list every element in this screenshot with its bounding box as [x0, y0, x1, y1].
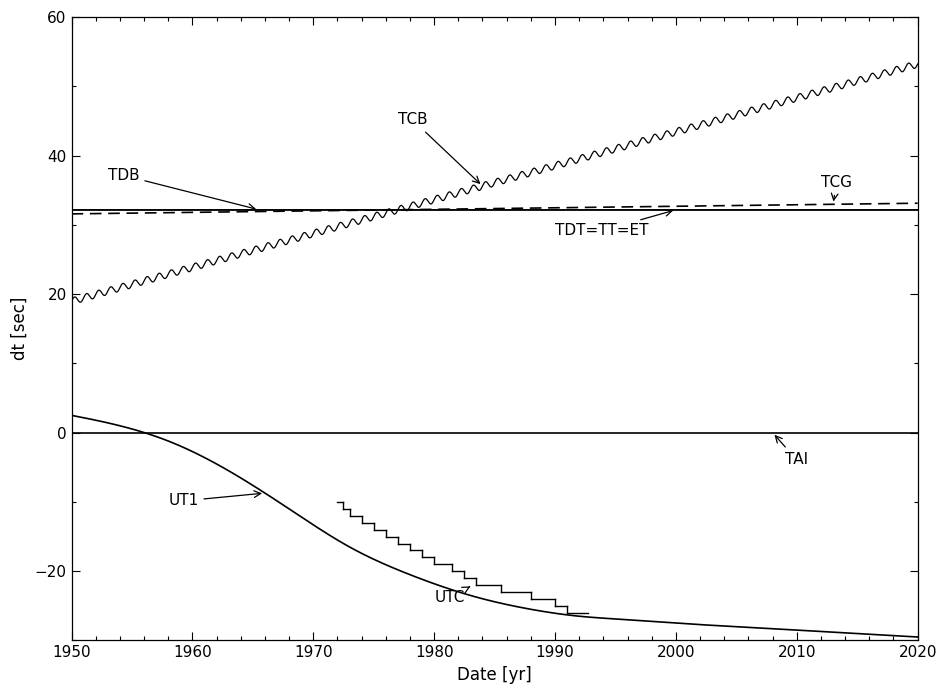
Text: TDB: TDB [108, 168, 255, 211]
Text: TCG: TCG [821, 175, 852, 200]
Y-axis label: dt [sec]: dt [sec] [11, 297, 29, 361]
Text: UT1: UT1 [168, 491, 261, 509]
Text: UTC: UTC [434, 587, 470, 605]
Text: TDT=TT=ET: TDT=TT=ET [555, 209, 672, 238]
Text: TAI: TAI [775, 436, 808, 467]
X-axis label: Date [yr]: Date [yr] [457, 666, 532, 684]
Text: TCB: TCB [398, 113, 480, 183]
